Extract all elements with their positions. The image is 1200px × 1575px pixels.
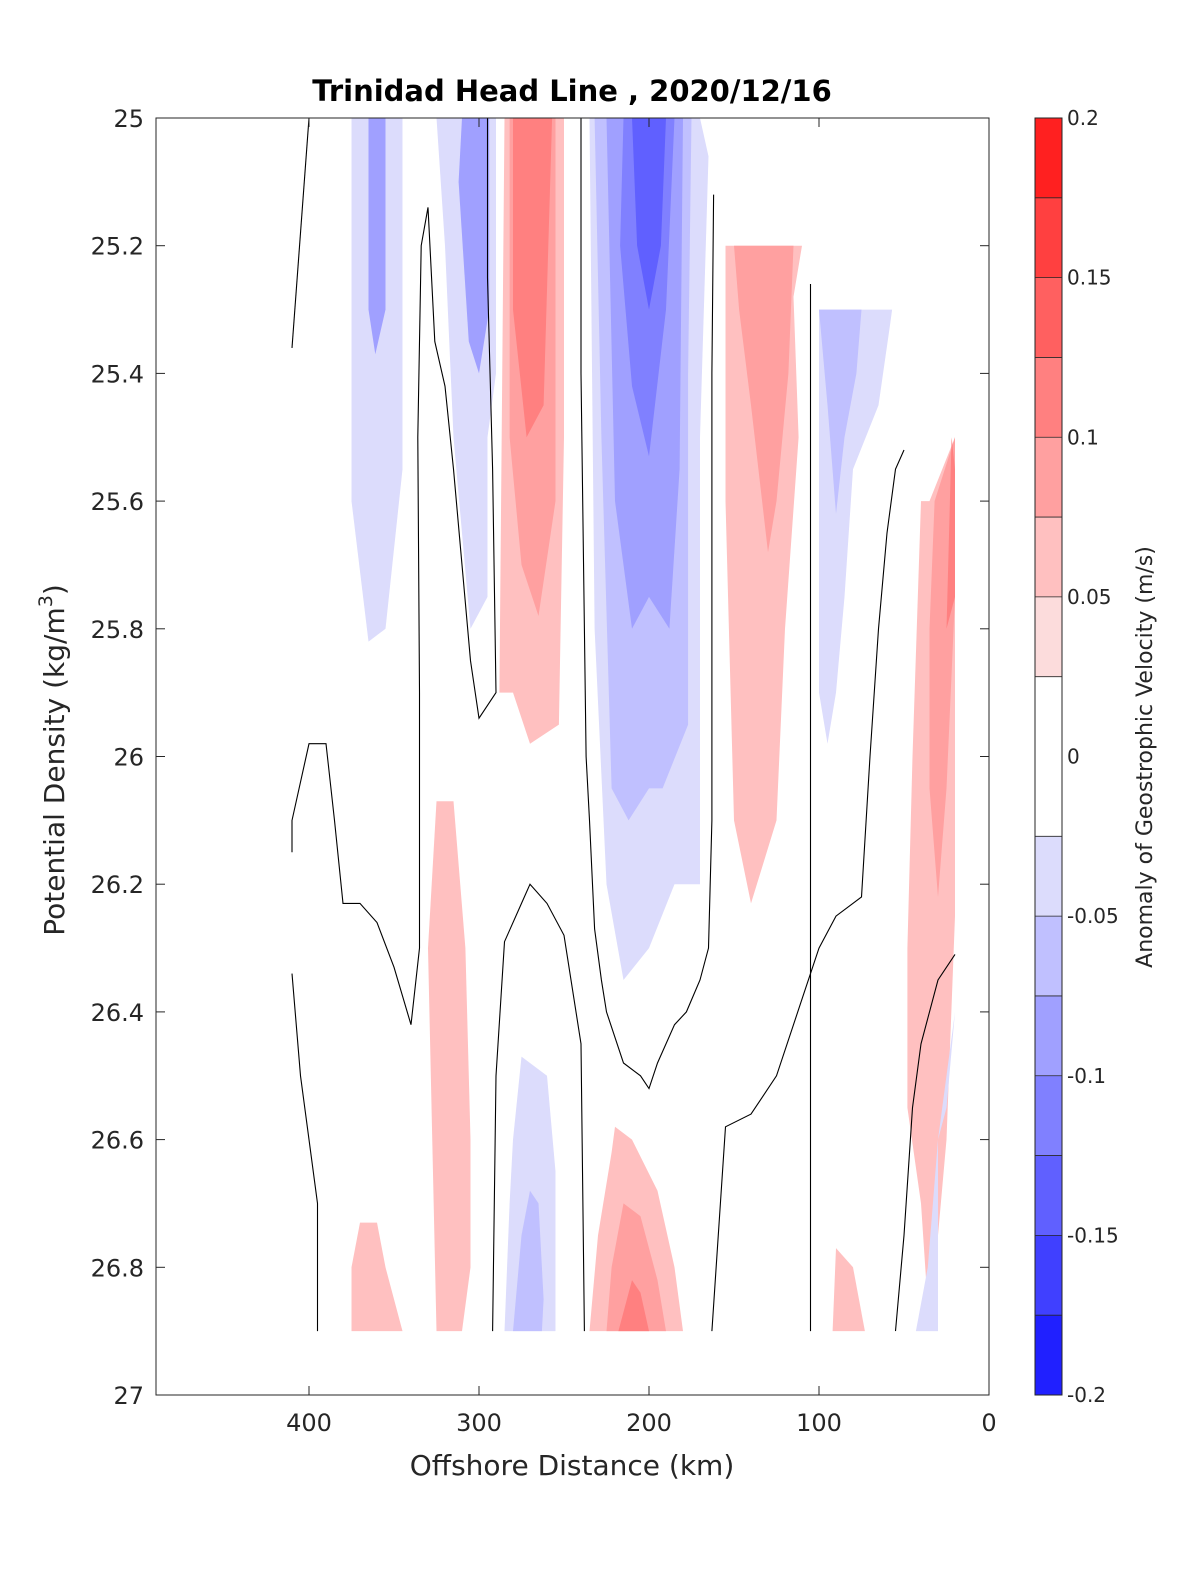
velocity-region-13: [632, 118, 666, 310]
colorbar-frame: [1034, 117, 1063, 1396]
velocity-region-28: [832, 1248, 865, 1332]
colorbar-swatch-13: [1035, 277, 1062, 358]
velocity-region-27: [618, 1280, 649, 1332]
colorbar-swatches: [1035, 118, 1062, 1396]
velocity-region-8: [519, 118, 544, 291]
colorbar-swatch-10: [1035, 517, 1062, 597]
colorbar-swatch-1: [1035, 1315, 1062, 1395]
x-axis-title: Offshore Distance (km): [410, 1449, 735, 1482]
colorbar-tick-label: 0: [1067, 745, 1080, 769]
colorbar-swatch-9: [1035, 596, 1062, 677]
x-tick-label: 0: [981, 1409, 996, 1437]
colorbar-tick-label: 0.1: [1067, 425, 1099, 449]
velocity-region-29: [915, 1011, 955, 1332]
colorbar-swatch-14: [1035, 197, 1062, 278]
colorbar-swatch-7: [1035, 836, 1062, 917]
colorbar-tick-label: -0.2: [1067, 1383, 1106, 1407]
x-tick-label: 200: [626, 1409, 672, 1437]
zero-contour-5: [711, 449, 905, 1332]
plot-background: [156, 118, 989, 1395]
y-axis-title: Potential Density (kg/m3): [35, 584, 71, 936]
velocity-region-24: [513, 1190, 544, 1332]
velocity-region-17: [819, 309, 862, 514]
y-axis-title-superscript: 3: [35, 595, 57, 607]
colorbar-swatch-5: [1035, 995, 1062, 1076]
x-tick-label: 400: [286, 1409, 332, 1437]
velocity-regions: [351, 118, 955, 1332]
zero-contour-0: [291, 117, 310, 348]
y-tick-label: 26.8: [91, 1254, 144, 1282]
velocity-region-21: [428, 801, 471, 1332]
y-axis-ticks: 25 25.2 25.4 25.6 25.8 26 26.2 26.4 26.6 26.8 27: [91, 105, 989, 1410]
y-tick-label: 25: [113, 105, 144, 133]
colorbar-tick-label: 0.2: [1067, 106, 1099, 130]
colorbar-tick-label: -0.1: [1067, 1064, 1106, 1088]
colorbar-swatch-12: [1035, 357, 1062, 438]
colorbar-title: Anomaly of Geostrophic Velocity (m/s): [1133, 546, 1158, 968]
colorbar-tick-label: -0.15: [1067, 1223, 1119, 1247]
velocity-region-15: [734, 245, 794, 553]
colorbar-swatch-6: [1035, 916, 1062, 996]
colorbar-swatch-15: [1035, 118, 1062, 198]
velocity-region-22: [351, 1222, 403, 1332]
velocity-region-26: [606, 1203, 666, 1332]
x-tick-label: 100: [796, 1409, 842, 1437]
y-tick-label: 26: [113, 744, 144, 772]
y-axis-title-suffix: ): [38, 584, 71, 595]
y-axis-title-main: Potential Density (kg/m: [38, 607, 71, 936]
x-axis-ticks: 400 300 200 100 0: [286, 118, 997, 1437]
zero-contour-4: [492, 883, 585, 1332]
zero-contour-lines: [291, 117, 956, 1332]
y-tick-label: 25.8: [91, 616, 144, 644]
zero-contour-3: [580, 118, 715, 1090]
y-tick-label: 25.6: [91, 488, 144, 516]
colorbar-ticks: 0.2 0.15 0.1 0.05 0 -0.05 -0.1 -0.15 -0.2: [1067, 106, 1119, 1407]
colorbar-swatch-3: [1035, 1155, 1062, 1236]
zero-contour-2: [291, 973, 319, 1332]
y-tick-label: 26.2: [91, 871, 144, 899]
colorbar-swatch-2: [1035, 1235, 1062, 1316]
colorbar: 0.2 0.15 0.1 0.05 0 -0.05 -0.1 -0.15 -0.2: [1034, 106, 1119, 1407]
chart-title: Trinidad Head Line , 2020/12/16: [312, 74, 832, 108]
colorbar-tick-label: -0.05: [1067, 904, 1119, 928]
zero-contour-1: [291, 118, 497, 1025]
colorbar-swatch-8: [1035, 676, 1062, 837]
velocity-region-1: [368, 118, 386, 355]
colorbar-tick-label: 0.05: [1067, 585, 1112, 609]
y-tick-label: 26.4: [91, 999, 144, 1027]
velocity-region-20: [946, 437, 955, 629]
x-tick-label: 300: [456, 1409, 502, 1437]
velocity-region-0: [351, 118, 403, 642]
y-tick-label: 27: [113, 1382, 144, 1410]
zero-contour-7: [894, 954, 956, 1332]
velocity-region-4: [472, 118, 486, 233]
y-tick-label: 25.4: [91, 360, 144, 388]
plot-area: 400 300 200 100 0 25 25.2 25.4 25.6 25.8 26 26.2 26…: [91, 105, 997, 1437]
colorbar-swatch-4: [1035, 1075, 1062, 1156]
y-tick-label: 26.6: [91, 1127, 144, 1155]
colorbar-swatch-11: [1035, 437, 1062, 518]
colorbar-tick-label: 0.15: [1067, 266, 1112, 290]
y-tick-label: 25.2: [91, 233, 144, 261]
